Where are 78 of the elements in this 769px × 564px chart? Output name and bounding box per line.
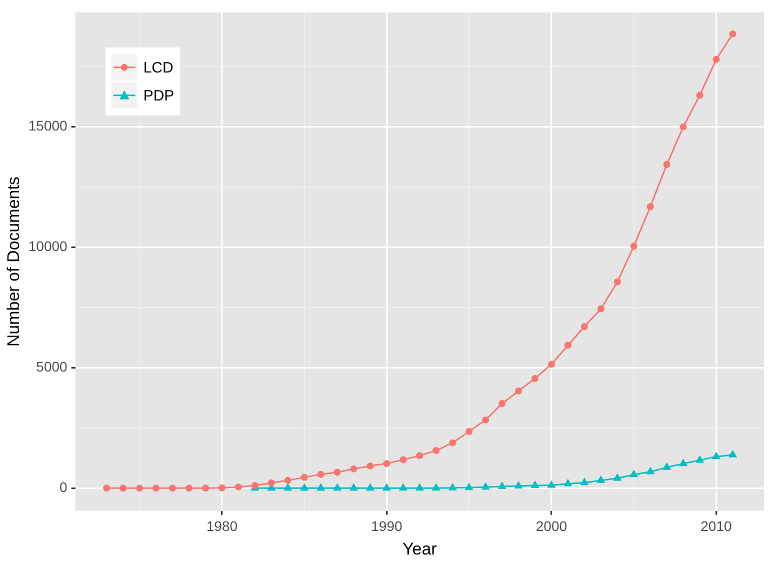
x-tick-label: 1980 [206, 518, 238, 534]
point [515, 388, 522, 395]
point [334, 468, 341, 476]
point [498, 481, 506, 489]
x-tick-label: 2000 [536, 518, 568, 534]
point [696, 92, 704, 99]
point [481, 482, 490, 490]
point [646, 203, 654, 210]
point [432, 447, 440, 454]
y-tick-label: 10000 [28, 238, 68, 254]
y-axis-title: Number of Documents [4, 176, 23, 347]
point [383, 460, 390, 468]
point [531, 374, 538, 382]
point [680, 123, 687, 130]
point [316, 483, 326, 491]
point [464, 482, 474, 490]
point [268, 479, 275, 486]
point [449, 439, 456, 446]
point [366, 483, 375, 491]
point [564, 342, 572, 349]
point [712, 56, 720, 63]
point [530, 480, 540, 488]
y-tick-label: 0 [60, 479, 68, 496]
point [630, 242, 638, 250]
point [317, 470, 324, 478]
point [728, 450, 738, 458]
point [662, 462, 672, 470]
x-tick-label: 2010 [700, 518, 732, 534]
point [186, 484, 193, 492]
point [729, 30, 736, 38]
point [482, 416, 490, 424]
x-tick-label: 1990 [371, 518, 402, 534]
point [120, 484, 127, 492]
x-axis-title: Year [402, 539, 438, 558]
point [349, 483, 358, 491]
point [466, 428, 473, 436]
legend-label: LCD [143, 60, 174, 77]
point [366, 462, 374, 470]
point [613, 473, 622, 481]
point [300, 483, 309, 491]
point [663, 160, 670, 168]
y-tick-label: 5000 [36, 358, 68, 374]
point [169, 484, 176, 492]
point [382, 483, 392, 491]
point [432, 483, 440, 491]
point [646, 466, 655, 474]
point [400, 456, 407, 464]
point [332, 483, 342, 491]
point [284, 483, 292, 491]
point [415, 483, 424, 491]
point [284, 476, 292, 484]
point [300, 474, 308, 481]
point [398, 483, 408, 491]
point [498, 400, 506, 408]
point [630, 470, 638, 478]
point [596, 475, 606, 483]
point [614, 278, 621, 286]
point [548, 360, 555, 368]
point [547, 480, 556, 488]
point [712, 452, 721, 460]
point [514, 480, 523, 488]
y-tick-label: 15000 [28, 117, 68, 134]
point [350, 465, 358, 472]
point [448, 482, 457, 490]
point [416, 452, 424, 460]
point [580, 323, 588, 330]
point [564, 478, 572, 486]
point [103, 484, 110, 492]
point [234, 483, 242, 490]
point [695, 455, 704, 463]
point [218, 484, 226, 492]
point [580, 478, 589, 486]
point [597, 305, 604, 312]
legend-label: PDP [143, 88, 174, 105]
point [136, 484, 144, 492]
point [678, 458, 688, 466]
point [202, 484, 209, 492]
point [152, 484, 160, 492]
